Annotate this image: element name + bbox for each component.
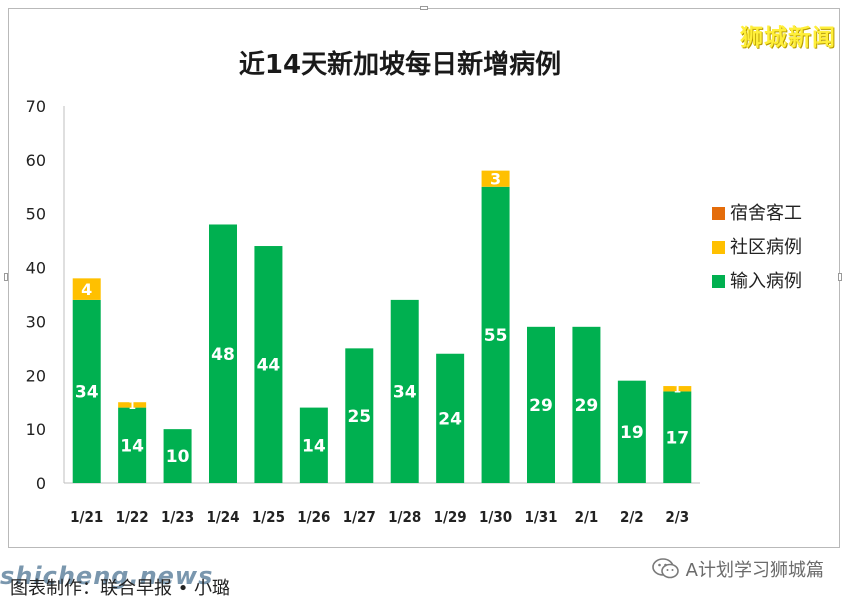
y-tick-label: 50 [26,205,46,224]
data-label: 29 [529,396,553,416]
bar-imported [72,299,101,483]
x-tick-label: 1/27 [343,508,376,526]
x-tick-label: 1/26 [297,508,330,526]
legend-label: 输入病例 [730,271,802,292]
x-tick-label: 2/1 [575,508,599,526]
bar-imported [299,407,328,483]
data-label: 24 [438,409,462,429]
data-label: 1 [128,399,136,412]
bar-imported [345,348,374,483]
data-label: 14 [302,436,326,456]
brand-logo: 狮城新闻 [740,25,836,51]
data-label: 17 [665,428,689,448]
account-name: A计划学习狮城篇 [685,560,824,581]
bar-community [72,278,101,300]
legend-swatch [712,241,725,254]
y-tick-label: 20 [26,366,46,385]
x-tick-label: 1/25 [252,508,285,526]
bar-imported [481,186,510,484]
y-tick-label: 10 [26,420,46,439]
data-label: 19 [620,423,644,443]
y-tick-label: 0 [36,474,46,493]
account-label: A计划学习狮城篇 [651,556,824,582]
data-label: 3 [490,169,501,188]
chart-frame [8,8,840,548]
legend-swatch [712,207,725,220]
data-label: 10 [166,447,190,467]
frame-handle-left[interactable] [4,273,8,281]
bar-imported [390,299,419,483]
data-label: 55 [484,326,508,346]
legend-swatch [712,275,725,288]
x-tick-label: 1/21 [70,508,103,526]
chart-title: 近14天新加坡每日新增病例 [239,49,561,80]
bar-imported [436,353,465,483]
y-tick-label: 40 [26,259,46,278]
y-tick-label: 30 [26,312,46,331]
bar-imported [163,429,192,483]
x-tick-label: 1/24 [206,508,239,526]
wechat-icon [651,558,680,580]
legend-label: 社区病例 [730,237,802,258]
data-label: 4 [81,280,92,299]
x-tick-label: 1/30 [479,508,512,526]
data-label: 29 [575,396,599,416]
x-tick-label: 2/2 [620,508,644,526]
data-label: 48 [211,345,235,365]
bar-imported [617,380,646,483]
chart-caption: 图表制作：联合早报 • 小璐 [10,578,231,599]
data-label: 34 [75,383,99,403]
bar-imported [663,391,692,483]
data-label: 1 [673,383,681,396]
bar-imported [254,246,283,483]
frame-handle-top[interactable] [420,6,428,10]
bars: 34 4 14 1 10 48 44 14 25 34 24 55 3 29 29 19 17 1 [72,169,692,484]
x-tick-label: 1/31 [524,508,557,526]
bar-imported [118,407,147,483]
bar-imported [209,224,237,483]
bar-community [663,386,692,392]
legend-label: 宿舍客工 [730,203,802,224]
watermark-text: shicheng.news [0,562,214,590]
bar-community [481,170,510,187]
data-label: 34 [393,383,417,403]
bar-imported [572,326,601,483]
y-tick-label: 60 [26,151,46,170]
data-label: 25 [347,407,371,427]
x-tick-label: 1/22 [116,508,149,526]
x-tick-label: 1/28 [388,508,421,526]
y-tick-label: 70 [26,97,46,116]
x-tick-label: 1/23 [161,508,194,526]
bar-chart: 近14天新加坡每日新增病例 0 10 20 30 40 50 60 70 1/21 1/22 1/2… [26,49,802,526]
data-label: 14 [120,436,144,456]
bar-community [118,402,147,408]
bar-imported [527,326,555,483]
frame-handle-right[interactable] [838,273,842,281]
x-tick-label: 2/3 [665,508,689,526]
x-tick-label: 1/29 [434,508,467,526]
data-label: 44 [257,356,281,376]
